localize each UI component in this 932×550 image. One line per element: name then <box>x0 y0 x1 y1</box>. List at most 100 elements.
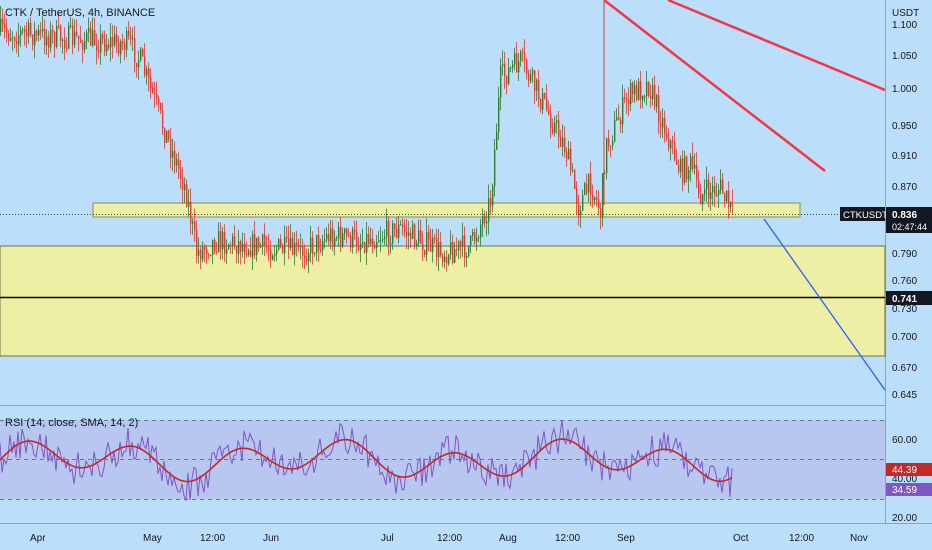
candle-body <box>148 68 150 78</box>
candle-body <box>110 36 112 48</box>
candle-body <box>620 120 622 125</box>
rsi-legend: RSI (14, close, SMA, 14, 2) <box>5 417 138 429</box>
candle-body <box>510 67 512 69</box>
candle-body <box>206 249 208 255</box>
candle-body <box>376 242 378 249</box>
candle-body <box>190 201 192 224</box>
candle-body <box>50 29 52 48</box>
candle-body <box>462 235 464 247</box>
candle-body <box>106 44 108 52</box>
candles <box>0 5 734 274</box>
projection-line[interactable] <box>763 218 886 391</box>
candle-body <box>680 158 682 172</box>
candle-body <box>282 245 284 254</box>
candle-body <box>528 73 530 81</box>
rsi-pane[interactable] <box>0 406 885 523</box>
trendline-inner[interactable] <box>603 0 826 172</box>
candle-body <box>484 216 486 224</box>
candle-body <box>350 235 352 248</box>
ticker-label: CTKUSDT <box>843 210 888 221</box>
candle-body <box>550 113 552 129</box>
candle-body <box>48 36 50 48</box>
candle-body <box>16 41 18 45</box>
last-price-tag[interactable] <box>886 207 932 233</box>
candle-body <box>200 249 202 260</box>
time-axis[interactable]: Apr May 12:00 Jun Jul 12:00 Aug 12:00 Se… <box>30 533 868 544</box>
candle-body <box>398 224 400 238</box>
candle-body <box>674 142 676 161</box>
candle-body <box>412 224 414 239</box>
rsi-sma-tag[interactable] <box>886 483 932 496</box>
candle-body <box>82 42 84 50</box>
price-tick: 1.050 <box>892 51 917 62</box>
candle-body <box>114 34 116 46</box>
candle-body <box>212 239 214 255</box>
candle-body <box>706 179 708 190</box>
candle-body <box>492 185 494 206</box>
candle-body <box>204 246 206 250</box>
candle-body <box>154 92 156 95</box>
candle-body <box>2 18 4 25</box>
candle-body <box>234 236 236 247</box>
candle-body <box>306 258 308 262</box>
candle-body <box>198 249 200 256</box>
candle-body <box>170 138 172 158</box>
candle-body <box>108 44 110 48</box>
ticker-tag[interactable] <box>840 207 885 221</box>
candle-body <box>452 242 454 263</box>
candle-body <box>600 208 602 218</box>
candle-body <box>356 231 358 247</box>
candle-body <box>194 221 196 231</box>
time-label: Jul <box>381 533 394 544</box>
level-tag[interactable] <box>886 291 932 305</box>
candle-body <box>304 255 306 259</box>
candle-body <box>618 117 620 121</box>
candle-body <box>372 238 374 246</box>
candle-body <box>668 138 670 149</box>
candle-body <box>640 81 642 100</box>
rsi-axis[interactable]: 60.00 40.00 20.00 44.39 34.59 <box>886 435 932 524</box>
trendline-outer[interactable] <box>667 0 886 92</box>
candle-body <box>428 232 430 240</box>
candle-body <box>486 221 488 224</box>
candle-body <box>684 156 686 183</box>
candle-body <box>714 186 716 196</box>
candle-body <box>726 190 728 202</box>
candle-body <box>696 164 698 180</box>
time-label: 12:00 <box>437 533 462 544</box>
candle-body <box>104 38 106 52</box>
candle-body <box>478 237 480 239</box>
candle-body <box>326 234 328 240</box>
candle-body <box>630 82 632 105</box>
candle-body <box>312 237 314 254</box>
price-axis[interactable]: USDT 1.100 1.050 1.000 0.950 0.910 0.870… <box>892 8 919 401</box>
candle-body <box>134 38 136 63</box>
candle-body <box>302 245 304 256</box>
candle-body <box>578 203 580 216</box>
candle-body <box>236 246 238 254</box>
candle-body <box>192 221 194 224</box>
candle-body <box>712 186 714 193</box>
candle-body <box>300 245 302 248</box>
price-tick: 0.645 <box>892 390 917 401</box>
rsi-value-tag[interactable] <box>886 463 932 476</box>
candle-body <box>100 34 102 53</box>
time-label: Sep <box>617 533 635 544</box>
candle-body <box>598 199 600 209</box>
candle-body <box>424 250 426 255</box>
candle-body <box>564 137 566 153</box>
candle-body <box>596 197 598 200</box>
candle-body <box>546 97 548 110</box>
candle-body <box>730 202 732 208</box>
candle-body <box>296 242 298 246</box>
support-zone-thin[interactable] <box>92 202 801 218</box>
candle-body <box>676 160 678 165</box>
candle-body <box>238 241 240 254</box>
candle-body <box>364 242 366 253</box>
candle-body <box>512 64 514 68</box>
candle-body <box>646 81 648 97</box>
candle-body <box>158 98 160 104</box>
candle-body <box>122 41 124 44</box>
candle-body <box>476 238 478 242</box>
